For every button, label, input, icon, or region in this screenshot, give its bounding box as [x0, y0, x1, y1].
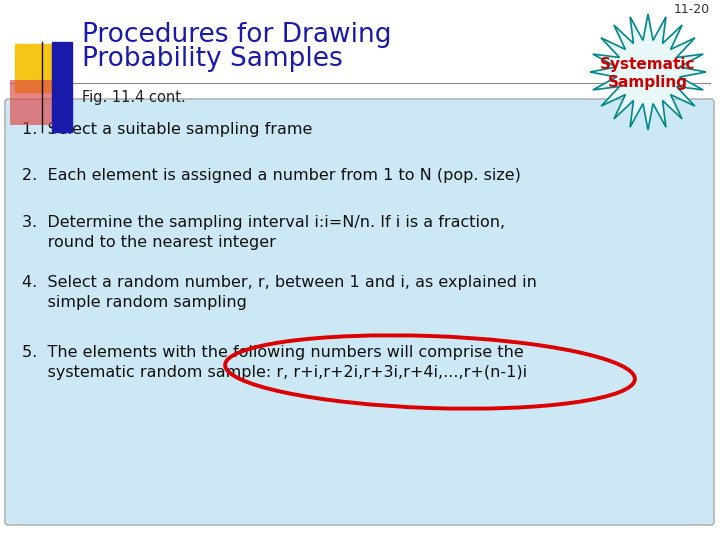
Text: 3.  Determine the sampling interval i:i=N/n. If i is a fraction,: 3. Determine the sampling interval i:i=N… [22, 215, 505, 230]
Text: Sampling: Sampling [608, 75, 688, 90]
Text: 5.  The elements with the following numbers will comprise the: 5. The elements with the following numbe… [22, 345, 523, 360]
Polygon shape [590, 14, 706, 130]
Text: Procedures for Drawing: Procedures for Drawing [82, 22, 392, 48]
Bar [10, 80, 58, 125]
Bar [15, 44, 63, 92]
Bar [52, 42, 72, 132]
Text: Probability Samples: Probability Samples [82, 46, 343, 72]
Text: 1.  Select a suitable sampling frame: 1. Select a suitable sampling frame [22, 122, 312, 137]
Text: Fig. 11.4 cont.: Fig. 11.4 cont. [82, 90, 186, 105]
Text: 2.  Each element is assigned a number from 1 to N (pop. size): 2. Each element is assigned a number fro… [22, 168, 521, 183]
Text: round to the nearest integer: round to the nearest integer [22, 235, 276, 250]
Text: simple random sampling: simple random sampling [22, 295, 247, 310]
FancyBboxPatch shape [5, 99, 714, 525]
Text: 11-20: 11-20 [674, 3, 710, 16]
Text: 4.  Select a random number, r, between 1 and i, as explained in: 4. Select a random number, r, between 1 … [22, 275, 537, 290]
Text: Systematic: Systematic [600, 57, 696, 71]
Text: systematic random sample: r, r+i,r+2i,r+3i,r+4i,...,r+(n-1)i: systematic random sample: r, r+i,r+2i,r+… [22, 365, 527, 380]
